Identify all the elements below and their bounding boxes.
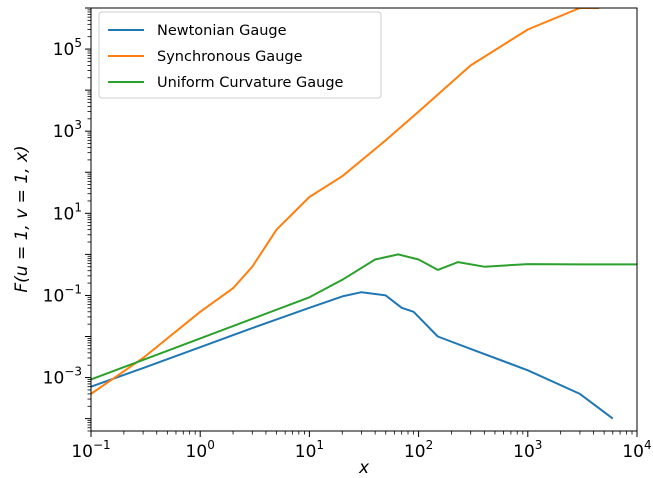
x-tick-label: 102 — [404, 438, 433, 462]
y-tick-label: 105 — [53, 36, 82, 60]
x-tick-label: 100 — [186, 438, 215, 462]
x-tick-label: 10−1 — [71, 438, 110, 462]
legend-box — [98, 11, 382, 99]
y-axis-label: F(u = 1, v = 1, x) — [12, 145, 32, 292]
legend: Newtonian Gauge Synchronous Gauge Unifor… — [98, 11, 382, 99]
series-line-0 — [91, 291, 614, 420]
x-axis-label: x — [358, 458, 370, 478]
x-tick-label: 104 — [622, 438, 651, 462]
series-line-1 — [91, 8, 600, 395]
x-tick-label: 101 — [295, 438, 324, 462]
legend-label-uniform-curvature: Uniform Curvature Gauge — [157, 75, 344, 91]
y-tick-label: 10−3 — [43, 365, 82, 389]
series-layer — [91, 8, 637, 420]
y-tick-label: 10−1 — [43, 282, 82, 306]
series-line-2 — [91, 253, 637, 381]
y-tick-label: 103 — [53, 118, 82, 142]
x-tick-label: 103 — [513, 438, 542, 462]
legend-label-newtonian: Newtonian Gauge — [157, 23, 287, 39]
ticks-layer — [85, 7, 638, 437]
y-tick-label: 101 — [53, 200, 82, 224]
tick-labels: 10−1 100 101 102 103 104 10−3 10−1 101 103 105 — [43, 36, 652, 462]
legend-label-synchronous: Synchronous Gauge — [157, 49, 303, 65]
